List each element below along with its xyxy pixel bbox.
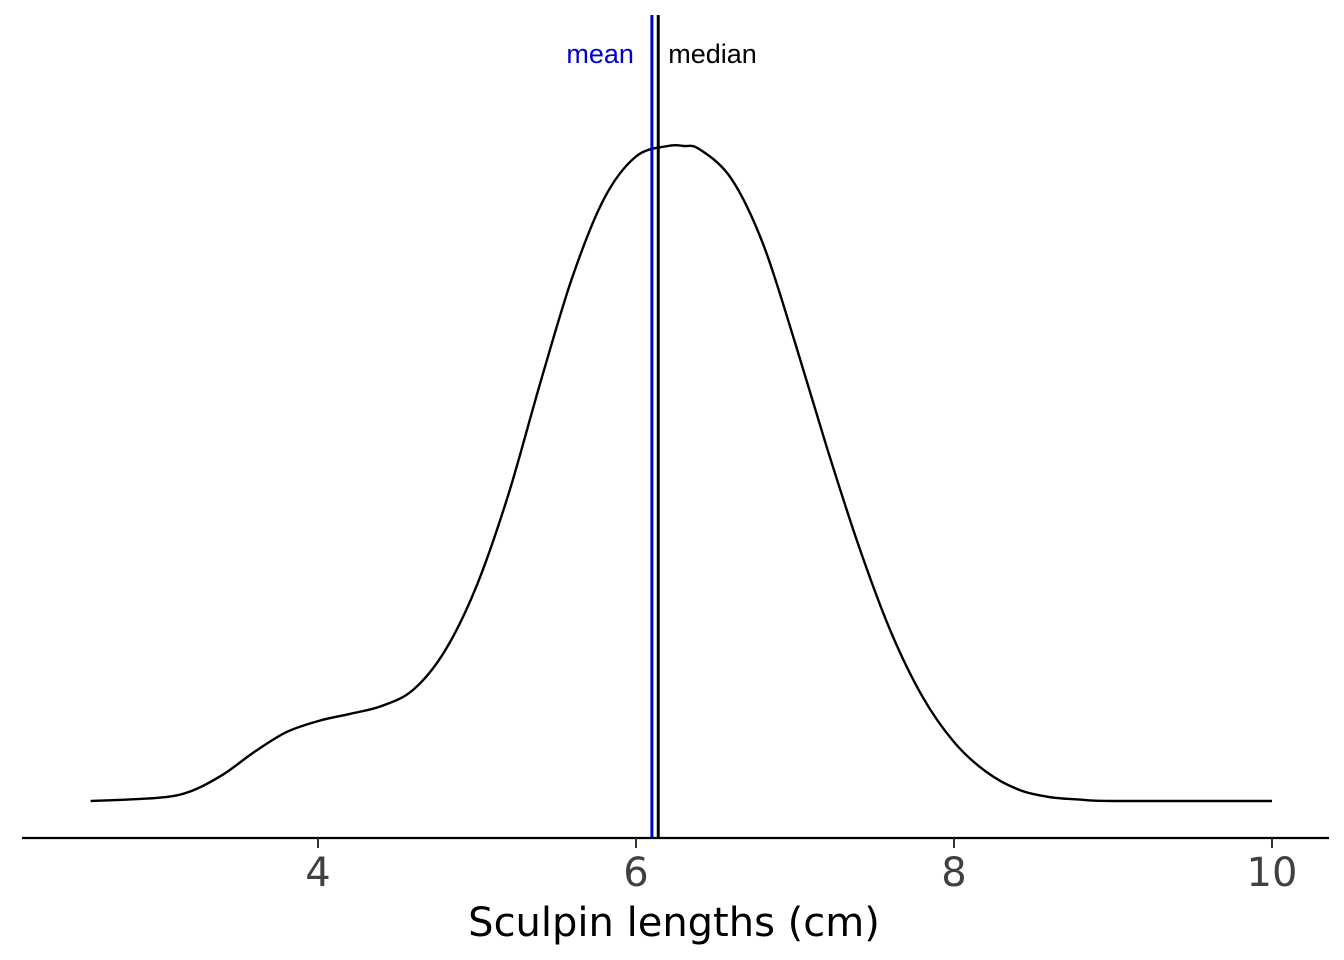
x-axis-ticks: 4 6 8 10 — [305, 838, 1297, 896]
x-tick-label: 10 — [1247, 850, 1298, 896]
mean-label: mean — [566, 39, 634, 69]
density-curve — [90, 143, 1272, 803]
x-axis-title: Sculpin lengths (cm) — [468, 900, 880, 946]
plot-area: mean median — [90, 15, 1272, 838]
x-tick-label: 4 — [305, 850, 330, 896]
median-label: median — [668, 39, 757, 69]
x-tick-label: 8 — [941, 850, 966, 896]
x-tick-label: 6 — [623, 850, 648, 896]
